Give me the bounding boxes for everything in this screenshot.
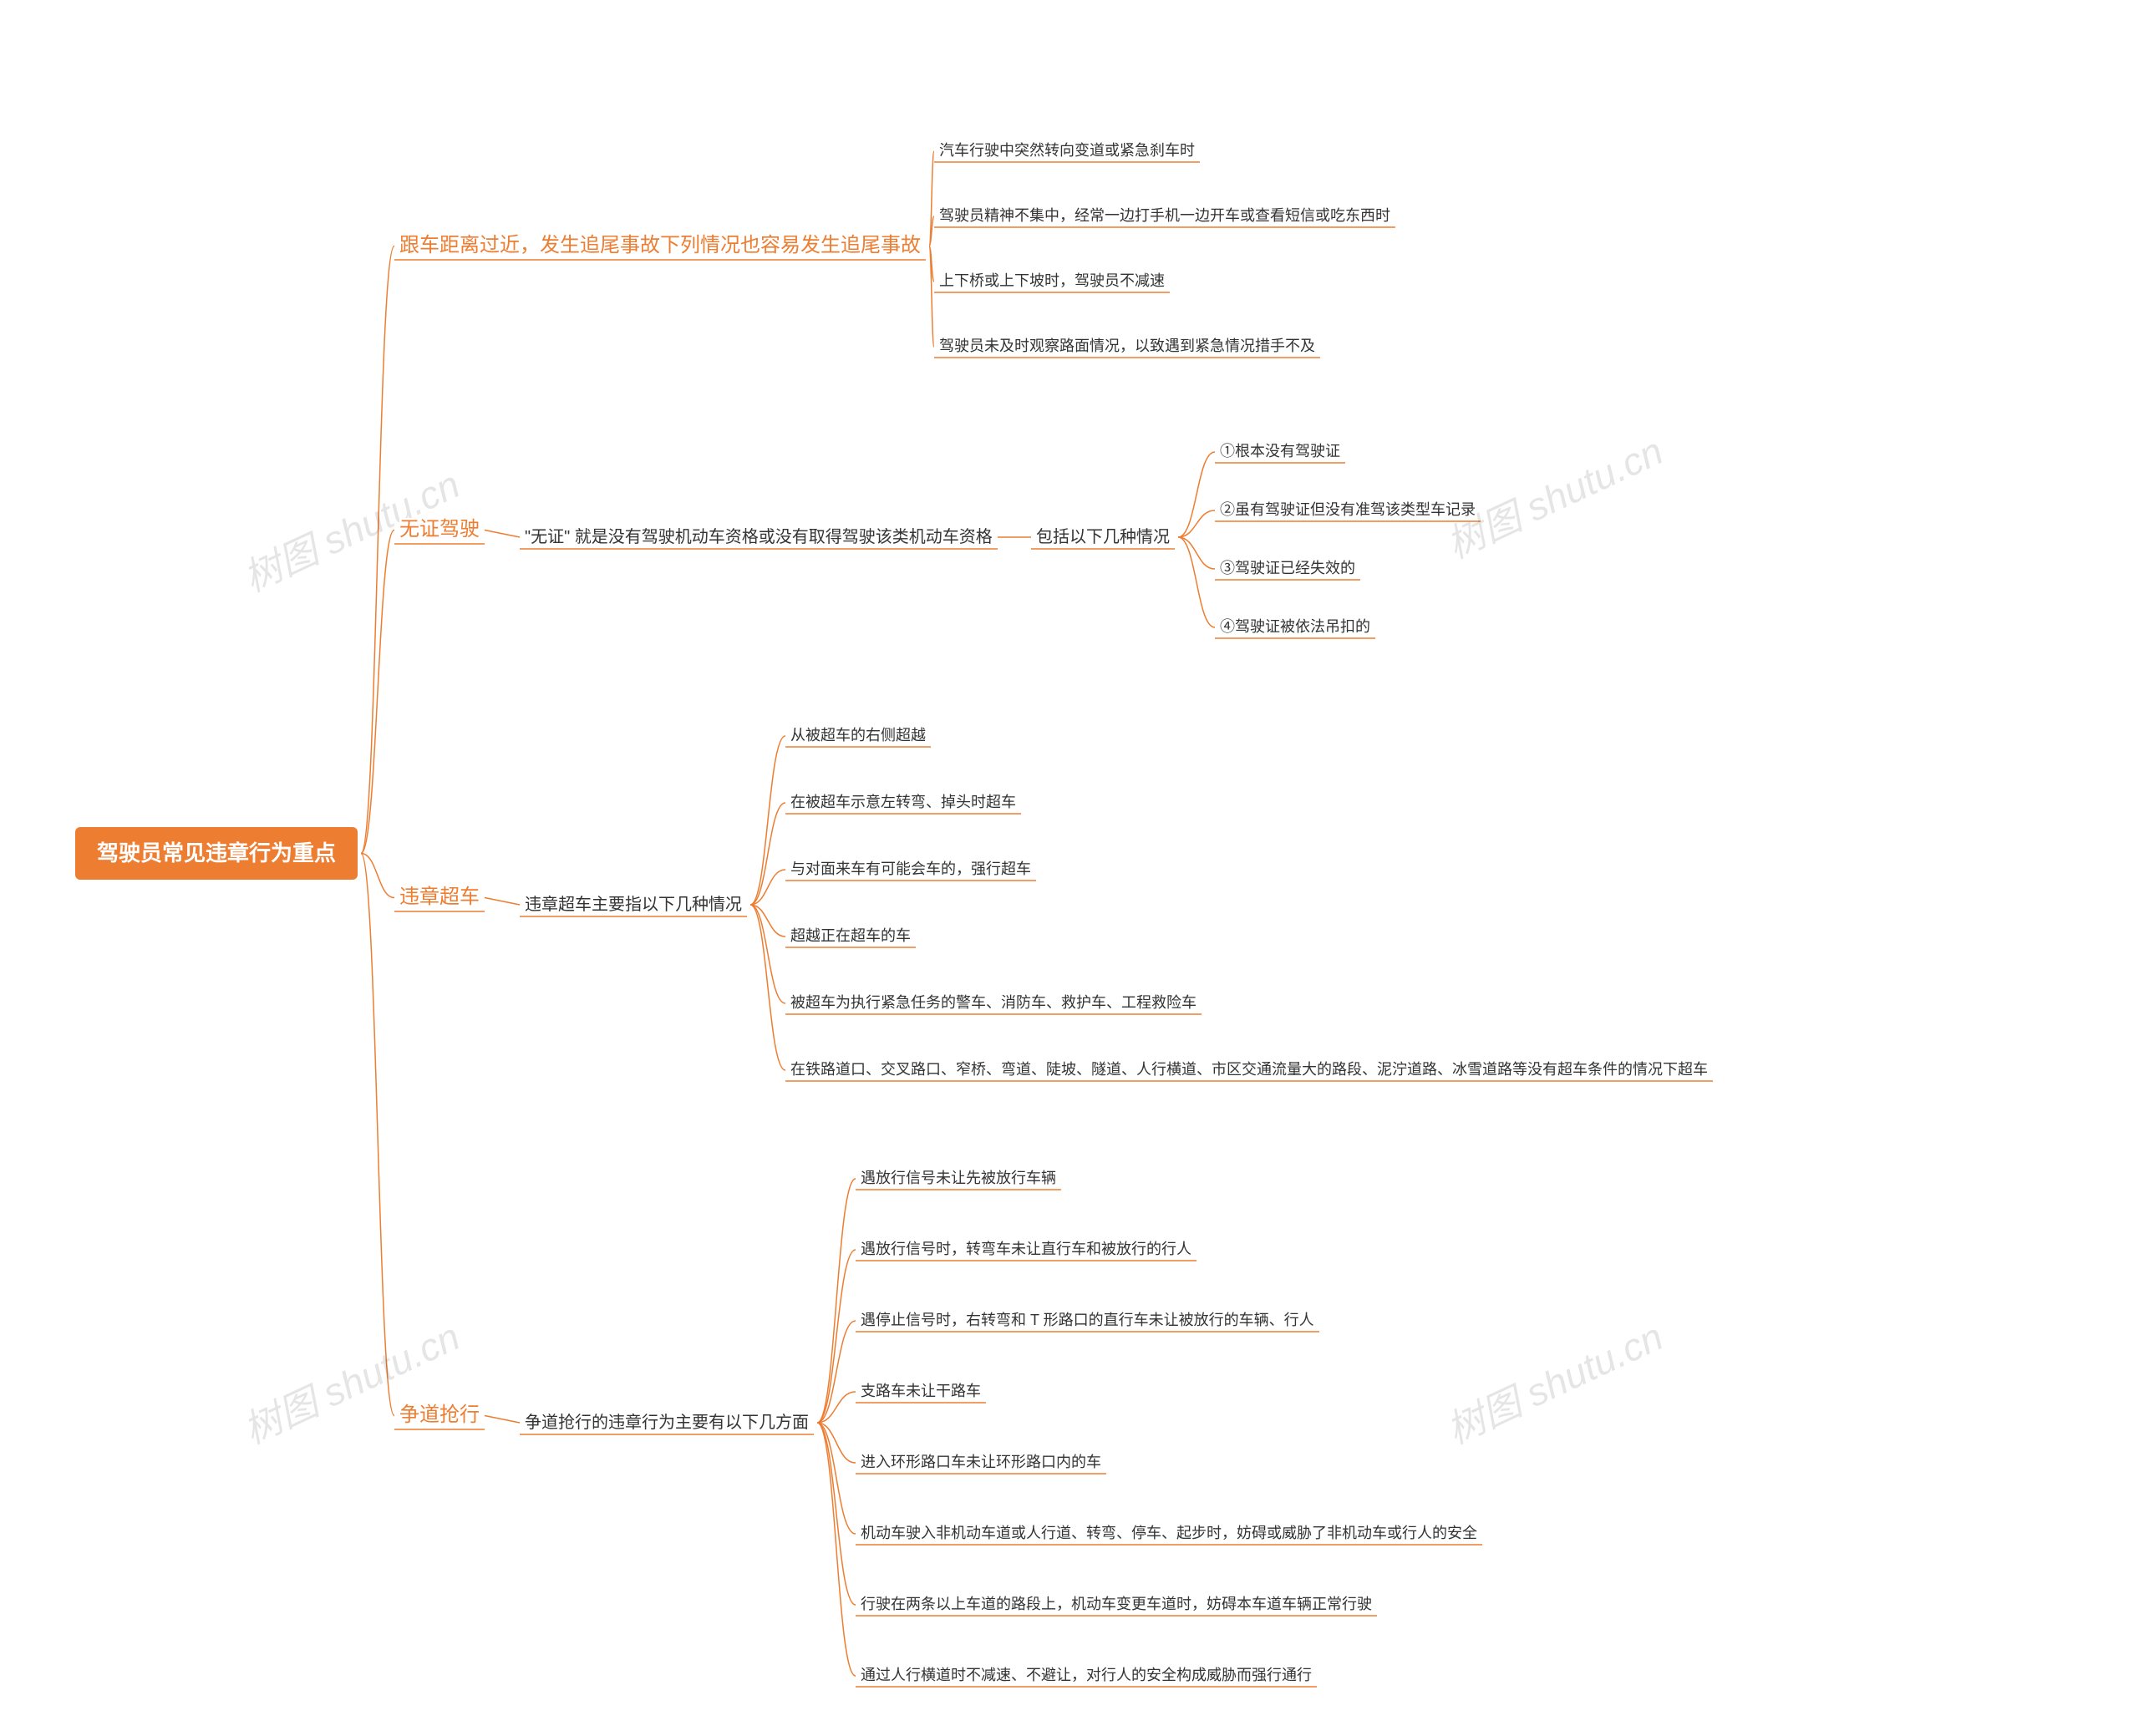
leaf-node: 通过人行横道时不减速、不避让，对行人的安全构成威胁而强行通行 bbox=[861, 1667, 1312, 1685]
leaf-node: 遇放行信号时，转弯车未让直行车和被放行的行人 bbox=[861, 1241, 1191, 1259]
leaf-node: 与对面来车有可能会车的，强行超车 bbox=[790, 860, 1031, 879]
category-desc: 违章超车主要指以下几种情况 bbox=[525, 895, 742, 915]
watermark: 树图 shutu.cn bbox=[233, 1307, 467, 1455]
leaf-node: 进入环形路口车未让环形路口内的车 bbox=[861, 1454, 1101, 1472]
root-node: 驾驶员常见违章行为重点 bbox=[75, 827, 358, 880]
leaf-node: 遇停止信号时，右转弯和 T 形路口的直行车未让被放行的车辆、行人 bbox=[861, 1312, 1314, 1330]
leaf-node: 上下桥或上下坡时，驾驶员不减速 bbox=[939, 272, 1165, 291]
category-node: 争道抢行 bbox=[399, 1404, 480, 1428]
leaf-node: ②虽有驾驶证但没有准驾该类型车记录 bbox=[1220, 501, 1476, 520]
category-desc: 争道抢行的违章行为主要有以下几方面 bbox=[525, 1413, 809, 1433]
leaf-node: ③驾驶证已经失效的 bbox=[1220, 560, 1355, 578]
leaf-node: 汽车行驶中突然转向变道或紧急刹车时 bbox=[939, 142, 1195, 160]
watermark: 树图 shutu.cn bbox=[1436, 1307, 1670, 1455]
category-node: 无证驾驶 bbox=[399, 518, 480, 542]
leaf-node: 被超车为执行紧急任务的警车、消防车、救护车、工程救险车 bbox=[790, 994, 1197, 1013]
leaf-node: 在被超车示意左转弯、掉头时超车 bbox=[790, 794, 1016, 812]
category-node: 违章超车 bbox=[399, 886, 480, 910]
leaf-node: 支路车未让干路车 bbox=[861, 1383, 981, 1401]
leaf-node: 超越正在超车的车 bbox=[790, 927, 911, 946]
leaf-node: 遇放行信号未让先被放行车辆 bbox=[861, 1170, 1056, 1188]
leaf-node: 行驶在两条以上车道的路段上，机动车变更车道时，妨碍本车道车辆正常行驶 bbox=[861, 1596, 1372, 1614]
leaf-node: 驾驶员未及时观察路面情况，以致遇到紧急情况措手不及 bbox=[939, 338, 1315, 356]
leaf-node: 在铁路道口、交叉路口、窄桥、弯道、陡坡、隧道、人行横道、市区交通流量大的路段、泥… bbox=[790, 1061, 1708, 1079]
category-node: 跟车距离过近，发生追尾事故下列情况也容易发生追尾事故 bbox=[399, 234, 921, 258]
category-desc: "无证" 就是没有驾驶机动车资格或没有取得驾驶该类机动车资格 bbox=[525, 527, 993, 547]
leaf-node: ①根本没有驾驶证 bbox=[1220, 443, 1340, 461]
leaf-node: 从被超车的右侧超越 bbox=[790, 727, 926, 745]
leaf-node: ④驾驶证被依法吊扣的 bbox=[1220, 618, 1370, 637]
leaf-node: 驾驶员精神不集中，经常一边打手机一边开车或查看短信或吃东西时 bbox=[939, 207, 1390, 226]
category-desc2: 包括以下几种情况 bbox=[1036, 527, 1170, 547]
mindmap-canvas: 树图 shutu.cn树图 shutu.cn树图 shutu.cn树图 shut… bbox=[0, 0, 2139, 1736]
watermark: 树图 shutu.cn bbox=[1436, 421, 1670, 570]
leaf-node: 机动车驶入非机动车道或人行道、转弯、停车、起步时，妨碍或威胁了非机动车或行人的安… bbox=[861, 1525, 1477, 1543]
